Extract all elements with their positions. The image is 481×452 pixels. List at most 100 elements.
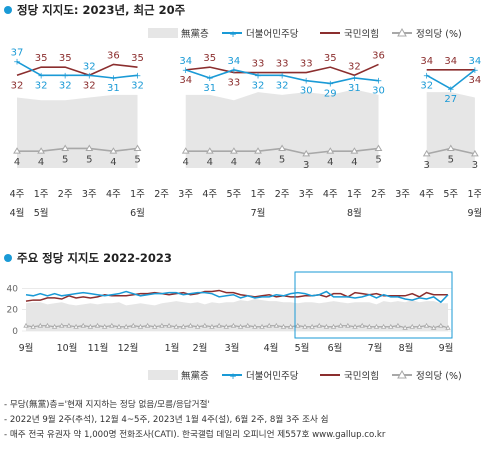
justice-point [359, 322, 365, 328]
justice-point [273, 322, 280, 328]
minjoo-point: + [471, 66, 479, 76]
justice-point [431, 324, 437, 330]
minjoo-point: + [110, 74, 118, 84]
justice-point [94, 322, 101, 328]
minjoo-label: 32 [35, 80, 48, 91]
month-label: 6월 [328, 342, 343, 354]
minjoo-label: 30 [372, 86, 385, 97]
month-label: 2월 [193, 342, 208, 354]
justice-point [380, 323, 387, 329]
justice-point [61, 144, 70, 151]
chart2-title-text: 주요 정당 지지도 2022-2023 [17, 251, 172, 265]
ppp-label: 35 [131, 53, 144, 64]
footnote-2: - 2022년 9월 2주(추석), 12월 4~5주, 2023년 1월 4주… [4, 415, 329, 425]
justice-point [87, 323, 94, 329]
justice-point [373, 323, 380, 329]
x-tick-label: 2주 [371, 189, 386, 200]
justice-point [326, 147, 335, 154]
month-label: 9월 [19, 342, 34, 354]
minjoo-label: 32 [131, 80, 144, 91]
month-label: 9월 [439, 342, 454, 354]
footnote-3: - 매주 전국 유권자 약 1,000명 전화조사(CATI). 한국갤럽 데일… [4, 430, 386, 440]
x-tick-label: 1주 [34, 189, 49, 200]
justice-point [173, 323, 179, 329]
justice-point [445, 324, 451, 330]
x-tick-label: 5주 [227, 189, 242, 200]
ppp-label: 35 [324, 53, 337, 64]
justice-label: 5 [279, 154, 285, 165]
legend-marker-minjoo: + [229, 30, 237, 40]
justice-point [51, 323, 58, 329]
minjoo-point: + [254, 71, 262, 81]
justice-point [109, 322, 115, 328]
x-tick-label: 3주 [299, 189, 314, 200]
minjoo-label: 29 [324, 88, 337, 99]
justice-label: 3 [424, 160, 430, 171]
justice-point [85, 144, 94, 151]
justice-point [159, 322, 165, 328]
chart2-title: 주요 정당 지지도 2022-2023 [4, 250, 172, 266]
minjoo-point: + [302, 77, 310, 87]
justice-point [116, 323, 122, 329]
legend-label-minjoo: 더불어민주당 [246, 29, 299, 40]
ppp-line [185, 63, 379, 77]
ppp-label: 34 [444, 56, 457, 67]
minjoo-point: + [61, 71, 69, 81]
month-label: 1월 [165, 342, 180, 354]
justice-point [266, 322, 272, 328]
minjoo-label: 32 [252, 80, 265, 91]
x-tick-label: 2주 [275, 189, 290, 200]
justice-point [374, 144, 383, 151]
justice-point [205, 147, 214, 154]
minjoo-label: 32 [276, 80, 289, 91]
month-label: 9월 [468, 207, 481, 219]
chart1-plot: 無黨층 + 더불어민주당 국민의힘 정의당 (%)+37324+32354+32355+… [10, 27, 481, 219]
justice-point [230, 147, 238, 154]
ppp-label: 33 [276, 59, 289, 70]
justice-point [245, 322, 251, 328]
x-tick-label: 1주 [347, 189, 362, 200]
minjoo-line [185, 69, 379, 85]
justice-label: 4 [183, 157, 189, 168]
ppp-label: 34 [179, 75, 192, 86]
ppp-label: 34 [420, 56, 433, 67]
month-label: 5월 [34, 207, 49, 219]
minjoo-line [25, 290, 449, 304]
legend-marker-minjoo: + [229, 372, 237, 382]
minjoo-label: 31 [348, 83, 361, 94]
justice-point [144, 322, 151, 328]
legend-label-nonpartisan: 無黨층 [181, 28, 209, 40]
minjoo-label: 34 [228, 56, 241, 67]
justice-point [323, 323, 330, 329]
ppp-label: 35 [203, 53, 216, 64]
chart2-plot: 0 20 40 9월 10월 11월 12월 1월 2월 3월 4월 5월 6월 7월 8월 9월 無黨층 + 더불… [7, 271, 462, 382]
x-tick-label: 5주 [443, 189, 458, 200]
month-label: 4월 [264, 342, 279, 354]
justice-label: 4 [38, 157, 44, 168]
chart1-title: 정당 지지도: 2023년, 최근 20주 [4, 2, 185, 18]
justice-point [416, 323, 423, 329]
legend-swatch-nonpartisan [148, 370, 178, 380]
justice-point [133, 144, 142, 151]
x-tick-label: 2주 [58, 189, 73, 200]
month-label: 10월 [57, 342, 78, 354]
justice-label: 4 [255, 157, 261, 168]
justice-point [37, 322, 43, 328]
ppp-label: 34 [469, 75, 481, 86]
justice-label: 5 [375, 154, 381, 165]
justice-point [237, 323, 244, 329]
month-label: 7월 [368, 342, 383, 354]
justice-point [409, 323, 415, 329]
month-label: 8월 [399, 342, 414, 354]
justice-point [37, 147, 45, 154]
justice-point [187, 322, 194, 328]
minjoo-point: + [86, 71, 94, 81]
justice-point [395, 322, 401, 328]
minjoo-point: + [182, 66, 190, 76]
month-label: 11월 [88, 342, 109, 354]
justice-point [59, 322, 65, 328]
chart1-title-text: 정당 지지도: 2023년, 최근 20주 [17, 3, 186, 17]
justice-point [123, 323, 129, 329]
legend-marker-justice [397, 27, 407, 37]
minjoo-point: + [37, 71, 45, 81]
